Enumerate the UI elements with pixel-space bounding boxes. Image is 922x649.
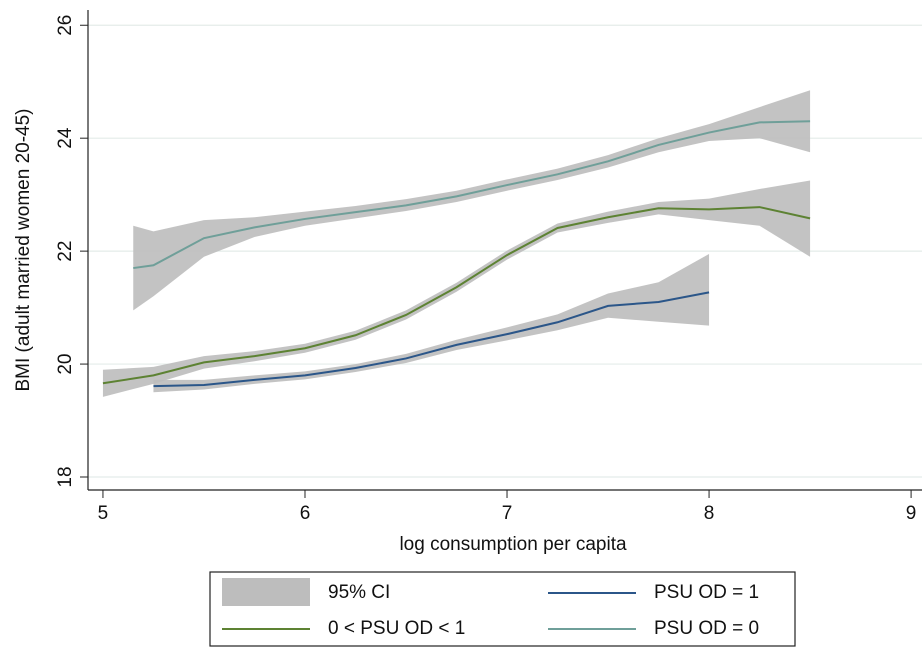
y-tick-label: 24 <box>55 127 76 149</box>
legend-label: PSU OD = 1 <box>654 582 759 603</box>
series-line <box>133 120 811 270</box>
legend-label: 0 < PSU OD < 1 <box>328 618 465 639</box>
legend-label: PSU OD = 0 <box>654 618 759 639</box>
y-tick-label: 26 <box>55 15 76 36</box>
legend-label: 95% CI <box>328 582 390 603</box>
y-tick-label: 20 <box>55 354 76 375</box>
y-tick-label: 22 <box>55 241 76 262</box>
ci-band <box>133 90 811 311</box>
series-line <box>153 291 710 388</box>
x-tick-label: 6 <box>300 503 311 524</box>
ci-band <box>102 180 811 397</box>
x-axis-label: log consumption per capita <box>399 534 627 555</box>
legend-swatch <box>222 578 310 606</box>
y-tick-label: 18 <box>55 466 76 487</box>
x-tick-label: 5 <box>98 503 109 524</box>
x-tick-label: 8 <box>704 503 715 524</box>
x-tick-label: 7 <box>502 503 513 524</box>
x-tick-label: 9 <box>906 503 917 524</box>
series-line <box>102 206 811 385</box>
y-axis-label: BMI (adult married women 20-45) <box>13 109 34 392</box>
ci-band <box>153 253 710 393</box>
